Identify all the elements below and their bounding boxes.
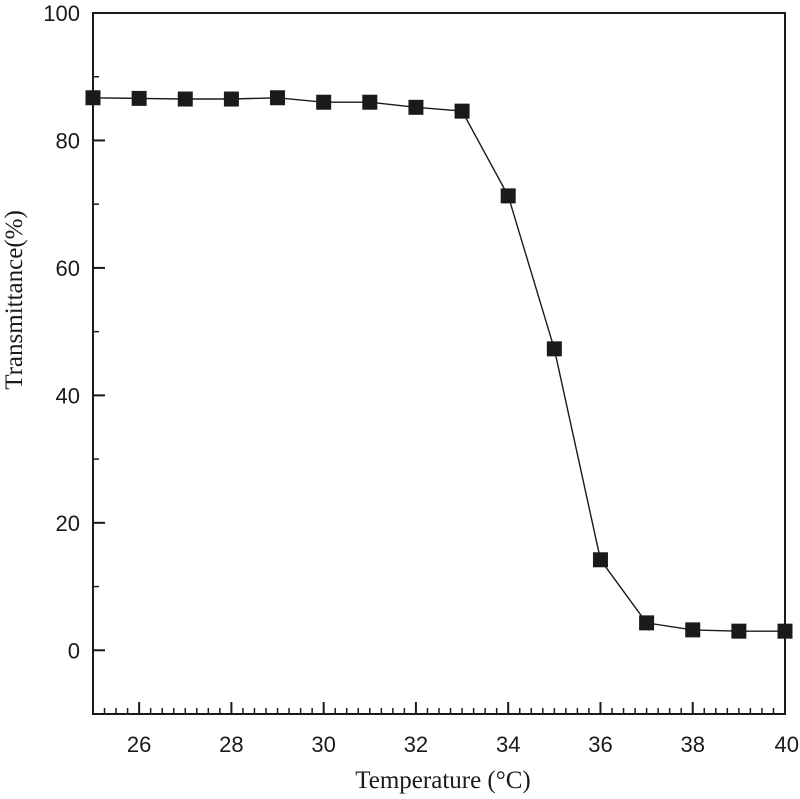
- data-point-marker: [408, 99, 424, 115]
- y-tick-label: 80: [56, 128, 80, 153]
- data-point-marker: [592, 552, 608, 568]
- x-tick-label: 30: [311, 732, 335, 757]
- y-tick-labels: 0 20 40 60 80 100: [43, 1, 80, 663]
- y-axis-title: Transmittance(%): [1, 210, 28, 390]
- x-axis-title: Temperature (°C): [355, 767, 531, 794]
- series-line: [92, 97, 785, 632]
- data-point-marker: [270, 90, 286, 106]
- y-ticks: [93, 12, 105, 715]
- plot-frame: [92, 12, 786, 715]
- x-tick-label: 40: [775, 732, 799, 757]
- y-tick-label: 20: [56, 511, 80, 536]
- x-tick-label: 36: [588, 732, 612, 757]
- data-point-marker: [316, 94, 332, 110]
- data-point-marker: [177, 91, 193, 107]
- data-point-marker: [223, 91, 239, 107]
- data-markers: [85, 90, 793, 639]
- x-tick-labels: 26 28 30 32 34 36 38 40: [127, 732, 799, 757]
- x-tick-label: 28: [219, 732, 243, 757]
- data-point-marker: [454, 103, 470, 119]
- data-point-marker: [639, 615, 655, 631]
- y-tick-label: 40: [56, 383, 80, 408]
- y-tick-label: 60: [56, 256, 80, 281]
- x-major-ticks: [138, 702, 786, 714]
- data-point-marker: [85, 90, 101, 106]
- data-point-marker: [685, 622, 701, 638]
- y-tick-label: 100: [43, 1, 80, 26]
- y-tick-label: 0: [68, 638, 80, 663]
- data-point-marker: [546, 341, 562, 357]
- x-minor-ticks: [92, 708, 775, 714]
- x-tick-label: 32: [404, 732, 428, 757]
- data-point-marker: [362, 94, 378, 110]
- data-point-marker: [777, 623, 793, 639]
- data-point-marker: [500, 188, 516, 204]
- x-tick-label: 34: [496, 732, 520, 757]
- x-tick-label: 26: [127, 732, 151, 757]
- data-point-marker: [731, 623, 747, 639]
- x-tick-label: 38: [680, 732, 704, 757]
- data-point-marker: [131, 90, 147, 106]
